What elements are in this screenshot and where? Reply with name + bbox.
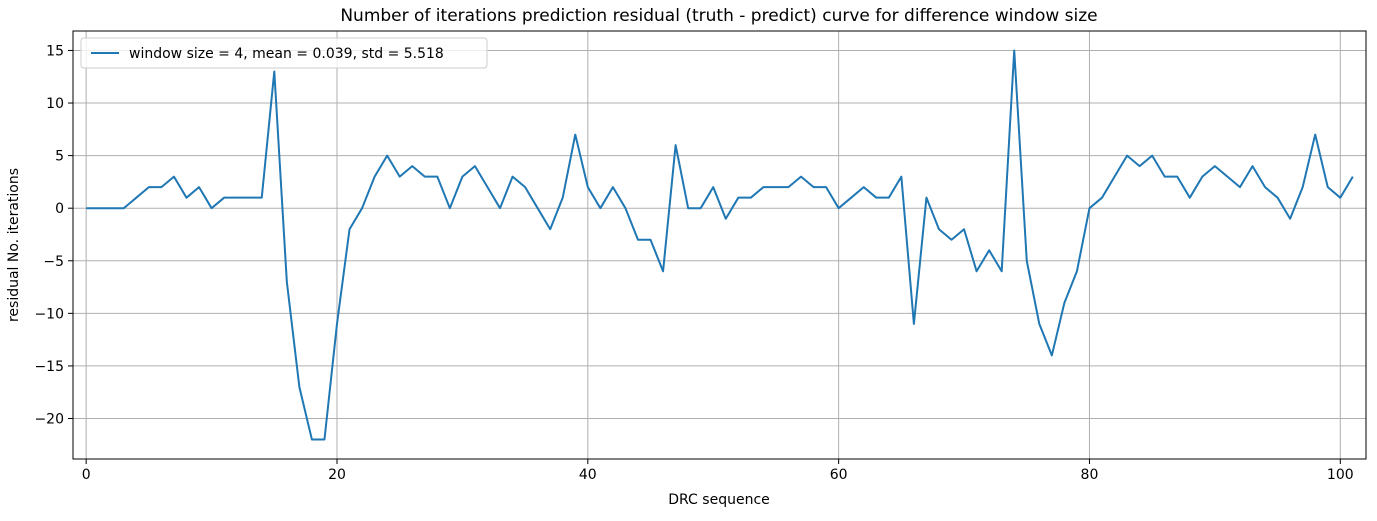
- y-tick-label: 5: [55, 149, 64, 165]
- legend-box: [80, 37, 488, 69]
- x-tick-label: 100: [1327, 467, 1354, 483]
- y-axis-ticks: −20 −15 −10 −5 0 5 10 15: [34, 43, 73, 428]
- y-tick-label: −5: [43, 254, 64, 270]
- x-tick-label: 40: [579, 467, 597, 483]
- y-tick-label: 0: [55, 201, 64, 217]
- x-tick-label: 80: [1081, 467, 1099, 483]
- y-axis-label: residual No. iterations: [6, 168, 22, 322]
- x-tick-label: 0: [82, 467, 91, 483]
- y-tick-label: −15: [34, 359, 64, 375]
- y-tick-label: 15: [46, 43, 64, 59]
- y-tick-label: −10: [34, 306, 64, 322]
- series-layer: [86, 49, 1354, 441]
- x-axis-ticks: 0 20 40 60 80 100: [82, 459, 1354, 483]
- legend-entry: window size = 4, mean = 0.039, std = 5.5…: [129, 46, 444, 62]
- legend: window size = 4, mean = 0.039, std = 5.5…: [80, 37, 488, 69]
- x-tick-label: 60: [830, 467, 848, 483]
- x-tick-label: 20: [328, 467, 346, 483]
- series-line: [86, 49, 1354, 441]
- chart-title: Number of iterations prediction residual…: [340, 6, 1097, 26]
- grid-lines: [73, 31, 1366, 459]
- y-tick-label: 10: [46, 96, 64, 112]
- y-tick-label: −20: [34, 412, 64, 428]
- plot-frame: [72, 30, 1367, 460]
- x-axis-label: DRC sequence: [668, 492, 770, 508]
